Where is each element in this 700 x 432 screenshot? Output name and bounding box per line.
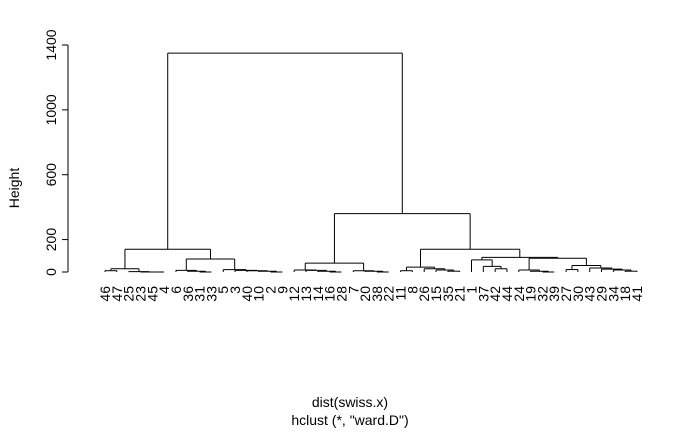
leaf-label-24: 22: [381, 286, 397, 302]
leaf-label-39: 27: [558, 286, 574, 302]
leaf-label-37: 32: [534, 286, 550, 302]
leaf-label-20: 28: [333, 286, 349, 302]
leaf-label-5: 4: [156, 286, 172, 294]
y-tick-label-2: 600: [43, 163, 59, 187]
leaf-label-0: 46: [97, 286, 113, 302]
leaf-label-9: 33: [203, 286, 219, 302]
leaf-label-12: 40: [239, 286, 255, 302]
leaf-labels: 4647252345463631335340102912131416287203…: [97, 286, 645, 302]
leaf-label-35: 24: [511, 286, 527, 302]
leaf-label-33: 42: [487, 286, 503, 302]
leaf-label-15: 9: [274, 286, 290, 294]
leaf-label-32: 37: [475, 286, 491, 302]
leaf-label-21: 7: [345, 286, 361, 294]
leaf-label-28: 15: [428, 286, 444, 302]
leaf-label-17: 13: [298, 286, 314, 302]
leaf-label-13: 10: [251, 286, 267, 302]
leaf-label-34: 44: [499, 286, 515, 302]
leaf-label-31: 1: [463, 286, 479, 294]
leaf-label-43: 34: [605, 286, 621, 302]
y-axis-label: Height: [6, 168, 22, 209]
leaf-label-6: 6: [168, 286, 184, 294]
leaf-label-10: 5: [215, 286, 231, 294]
dendrogram-branches: [104, 52, 638, 273]
leaf-label-14: 2: [263, 286, 279, 294]
leaf-label-45: 41: [629, 286, 645, 302]
leaf-label-22: 20: [357, 286, 373, 302]
leaf-label-18: 14: [310, 286, 326, 302]
leaf-label-38: 39: [546, 286, 562, 302]
leaf-label-3: 23: [132, 286, 148, 302]
leaf-label-41: 43: [582, 286, 598, 302]
leaf-label-11: 3: [227, 286, 243, 294]
leaf-label-29: 35: [440, 286, 456, 302]
leaf-label-42: 29: [594, 286, 610, 302]
leaf-label-7: 36: [180, 286, 196, 302]
leaf-label-30: 21: [452, 286, 468, 302]
leaf-label-26: 8: [404, 286, 420, 294]
leaf-label-16: 12: [286, 286, 302, 302]
leaf-label-40: 30: [570, 286, 586, 302]
y-tick-label-4: 1400: [43, 29, 59, 60]
x-axis-label: dist(swiss.x): [312, 394, 388, 410]
method-sublabel: hclust (*, "ward.D"): [291, 412, 408, 428]
y-tick-label-0: 0: [43, 268, 59, 276]
leaf-label-23: 38: [369, 286, 385, 302]
leaf-label-44: 18: [617, 286, 633, 302]
leaf-label-1: 47: [109, 286, 125, 302]
leaf-label-27: 26: [416, 286, 432, 302]
leaf-label-8: 31: [192, 286, 208, 302]
y-tick-label-1: 200: [43, 228, 59, 252]
y-axis: 0 200 600 1000 1400: [43, 29, 69, 276]
y-tick-label-3: 1000: [43, 94, 59, 125]
leaf-label-36: 19: [523, 286, 539, 302]
leaf-label-4: 45: [144, 286, 160, 302]
leaf-label-25: 11: [393, 286, 409, 301]
leaf-label-19: 16: [322, 286, 338, 302]
leaf-label-2: 25: [121, 286, 137, 302]
